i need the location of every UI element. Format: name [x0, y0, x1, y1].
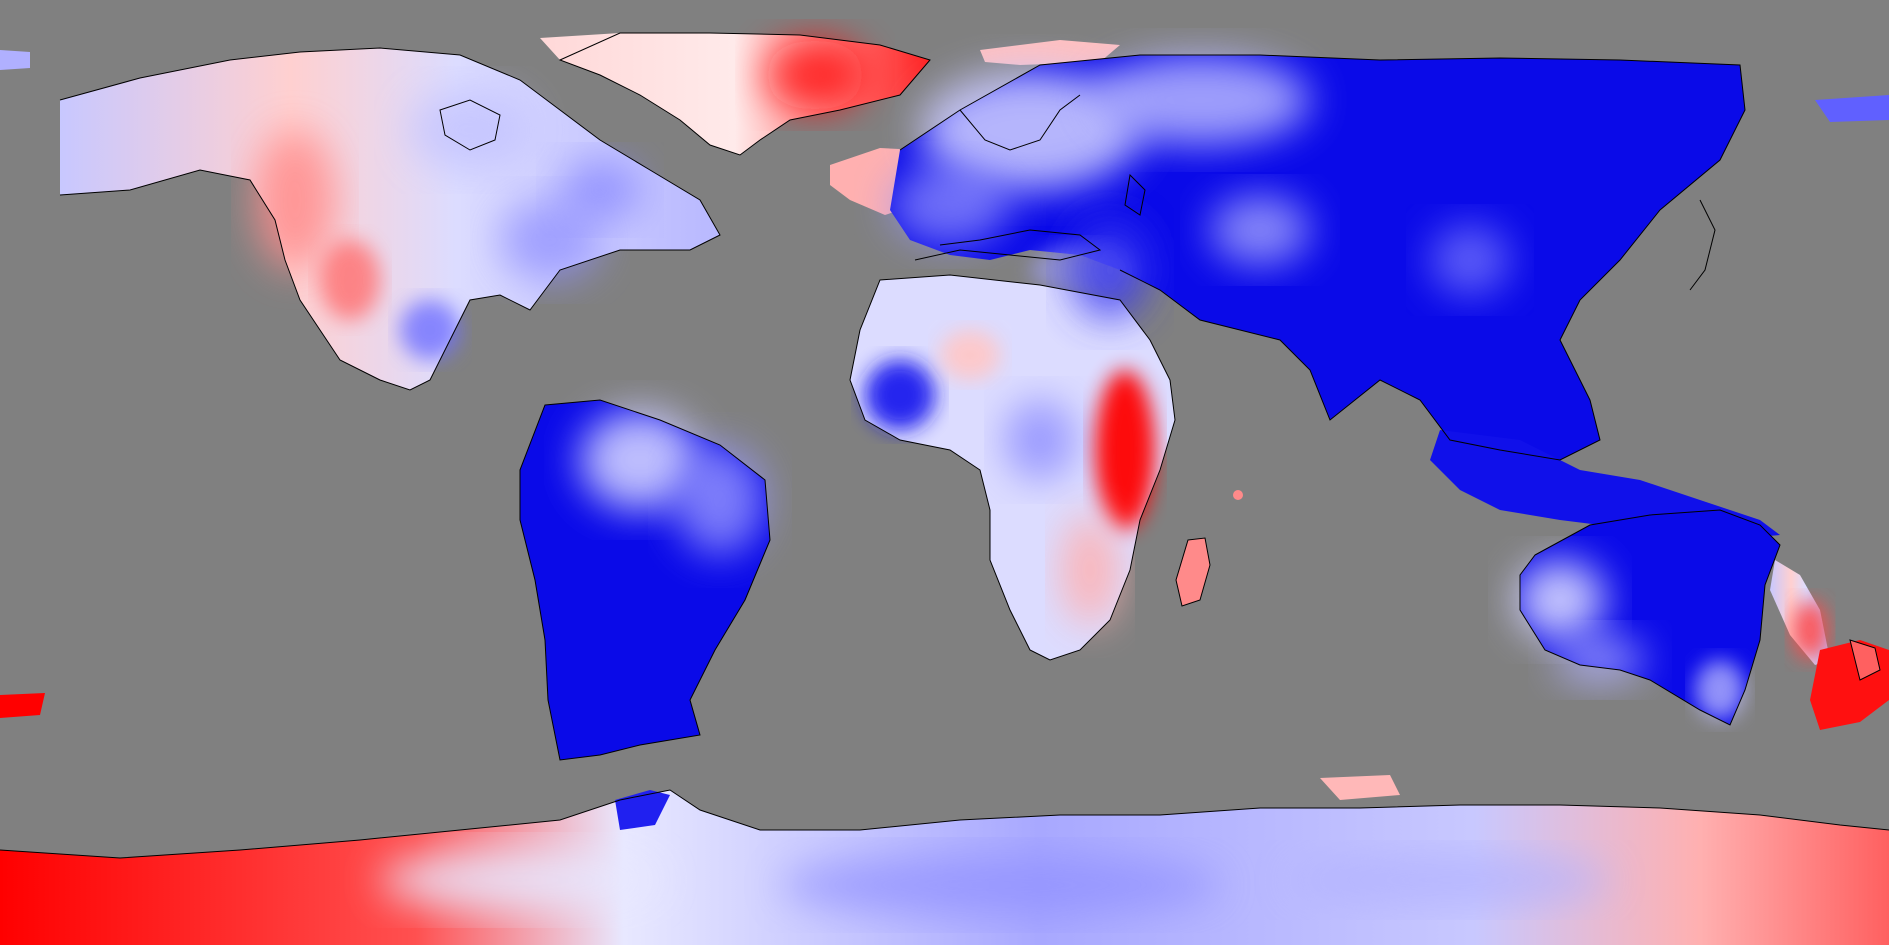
coast-mediterranean — [914, 229, 1102, 261]
region-africa — [850, 220, 1175, 660]
coast-south-america — [519, 399, 771, 761]
region-alaska-tip — [0, 50, 30, 70]
coast-north-america — [59, 47, 721, 391]
coast-scandinavia — [959, 94, 1081, 151]
region-new-zealand — [1770, 560, 1889, 730]
region-svalbard — [980, 40, 1120, 65]
region-mauritius — [1233, 490, 1243, 500]
region-chukotka-tip — [1815, 95, 1889, 122]
coast-antarctica — [0, 789, 1889, 859]
region-kerguelen — [0, 693, 45, 718]
coast-eurasia — [899, 54, 1746, 461]
region-europe-asia — [890, 55, 1745, 460]
region-north-america — [60, 48, 720, 390]
region-antarctic-peninsula — [615, 790, 670, 830]
coast-caspian — [1124, 173, 1146, 216]
region-madagascar — [1176, 538, 1210, 606]
region-antarctica — [0, 790, 1889, 945]
coast-japan — [1689, 199, 1716, 291]
region-greenland — [540, 33, 930, 155]
coast-africa — [849, 274, 1176, 661]
coastlines — [0, 32, 1889, 859]
coast-hudson-bay — [439, 99, 501, 151]
coast-new-zealand — [1849, 639, 1881, 681]
region-south-america — [520, 400, 770, 760]
region-australia — [1515, 510, 1780, 725]
coast-australia — [1519, 509, 1781, 726]
coast-madagascar — [1175, 537, 1211, 607]
region-south-sandwich — [1320, 775, 1400, 800]
coast-greenland — [558, 32, 931, 156]
